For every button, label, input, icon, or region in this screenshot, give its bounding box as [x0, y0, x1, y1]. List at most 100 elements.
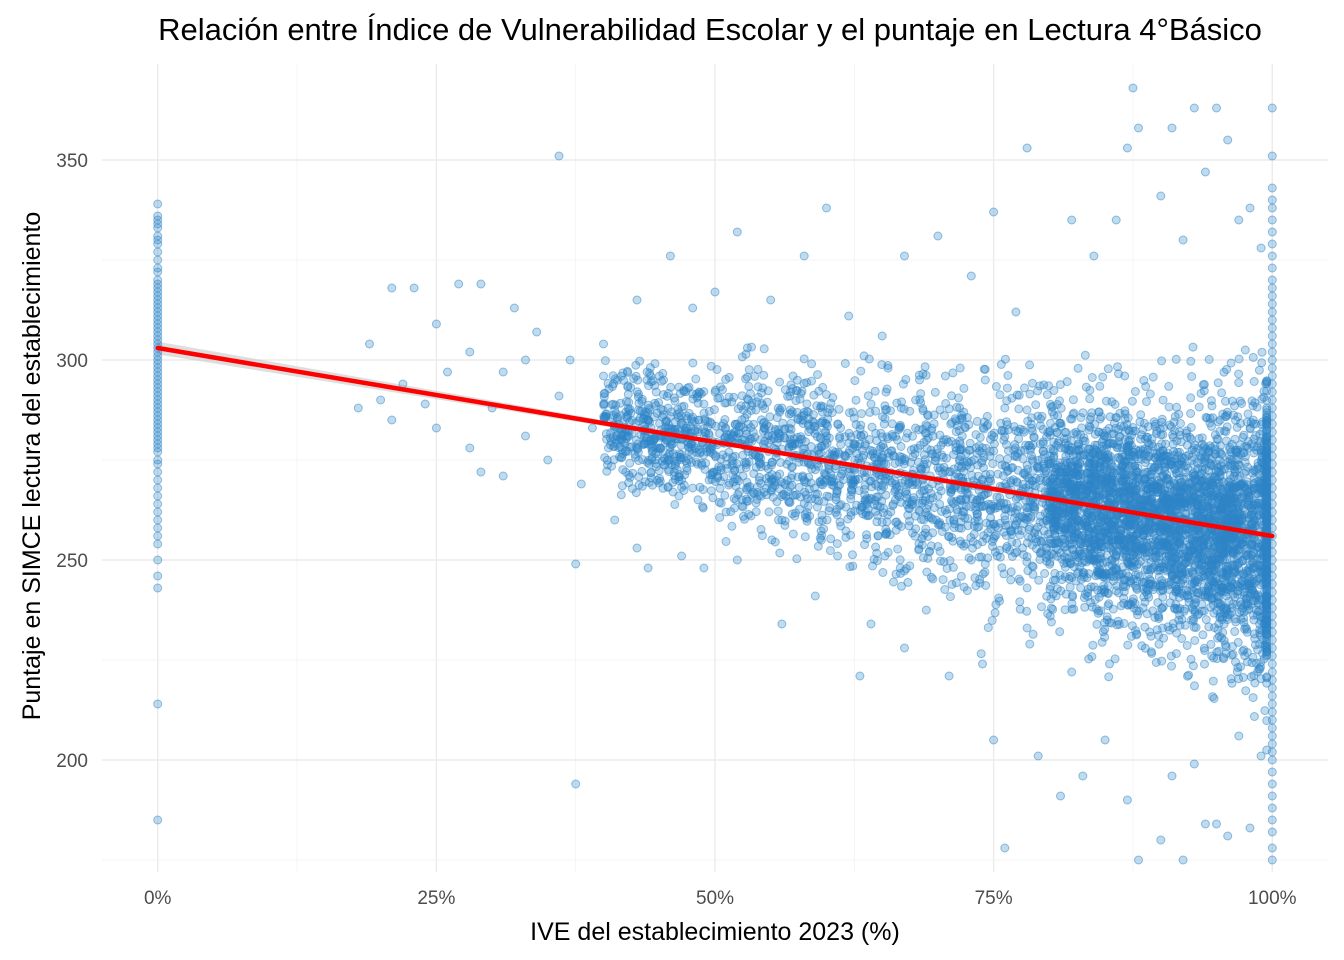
- data-point: [973, 516, 983, 526]
- data-point: [1190, 594, 1200, 604]
- data-point: [1105, 412, 1115, 422]
- data-point: [1011, 426, 1021, 436]
- data-point: [744, 381, 754, 391]
- data-point: [1003, 454, 1012, 464]
- data-point: [880, 413, 890, 423]
- data-point: [803, 501, 813, 511]
- data-point: [1250, 678, 1260, 688]
- data-point: [1267, 283, 1277, 293]
- data-point: [878, 568, 888, 577]
- data-point: [718, 450, 728, 460]
- data-point: [1010, 451, 1020, 461]
- data-point: [1038, 439, 1048, 449]
- data-point: [1046, 418, 1055, 428]
- data-point: [1262, 603, 1272, 613]
- data-point: [773, 428, 783, 438]
- data-point: [720, 398, 730, 408]
- data-point: [1060, 605, 1070, 615]
- data-point: [1248, 693, 1258, 703]
- data-point: [1257, 560, 1267, 570]
- data-point: [1221, 427, 1231, 436]
- data-point: [1256, 658, 1266, 667]
- data-point: [746, 434, 756, 444]
- data-point: [654, 478, 664, 488]
- data-point: [920, 455, 930, 465]
- data-point: [1001, 479, 1010, 489]
- data-point: [893, 490, 903, 500]
- data-point: [956, 517, 966, 527]
- data-point: [824, 464, 834, 474]
- data-point: [1267, 723, 1277, 733]
- data-point: [836, 440, 846, 450]
- data-point: [928, 574, 938, 584]
- data-point: [1243, 565, 1253, 575]
- data-point: [1267, 103, 1277, 113]
- data-point: [1234, 354, 1244, 364]
- data-point: [1267, 227, 1277, 237]
- data-point: [1010, 440, 1020, 449]
- data-point: [848, 550, 857, 560]
- data-point: [1028, 629, 1038, 639]
- data-point: [1267, 355, 1277, 365]
- data-point: [655, 443, 665, 453]
- data-point: [872, 556, 882, 566]
- data-point: [960, 423, 970, 433]
- data-point: [1022, 583, 1032, 593]
- data-point: [1105, 659, 1114, 669]
- data-point: [877, 360, 887, 370]
- data-point: [1182, 641, 1192, 650]
- data-point: [1267, 731, 1277, 741]
- data-point: [1194, 402, 1204, 412]
- data-point: [1249, 610, 1258, 620]
- data-point: [153, 475, 163, 485]
- data-point: [1031, 534, 1041, 544]
- data-point: [823, 408, 833, 418]
- data-point: [1253, 667, 1263, 676]
- data-point: [1232, 422, 1242, 432]
- data-point: [847, 487, 857, 496]
- data-point: [646, 377, 656, 387]
- data-point: [1028, 569, 1038, 579]
- data-point: [153, 491, 163, 501]
- data-point: [846, 507, 856, 517]
- data-point: [923, 553, 933, 563]
- data-point: [1151, 658, 1161, 667]
- data-point: [600, 356, 610, 366]
- data-point: [620, 438, 630, 448]
- data-point: [871, 428, 881, 438]
- data-point: [775, 548, 785, 558]
- data-point: [1068, 395, 1078, 405]
- data-point: [845, 562, 855, 572]
- data-point: [775, 469, 785, 479]
- data-point: [1267, 815, 1277, 825]
- data-point: [1006, 575, 1016, 585]
- data-point: [805, 459, 815, 469]
- data-point: [1120, 414, 1130, 424]
- data-point: [1010, 508, 1020, 518]
- data-point: [1259, 392, 1269, 402]
- data-point: [1088, 640, 1098, 650]
- data-point: [634, 472, 644, 482]
- data-point: [1120, 427, 1130, 437]
- data-point: [917, 486, 927, 496]
- data-point: [1219, 636, 1229, 645]
- data-point: [1002, 542, 1012, 551]
- data-point: [1186, 654, 1196, 664]
- data-point: [898, 379, 908, 389]
- data-point: [757, 531, 767, 541]
- data-point: [987, 430, 997, 440]
- data-point: [802, 399, 812, 409]
- data-point: [1267, 755, 1277, 765]
- data-point: [1045, 399, 1055, 409]
- data-point: [932, 449, 942, 458]
- data-point: [727, 397, 737, 407]
- data-point: [1267, 331, 1277, 341]
- data-point: [710, 477, 720, 486]
- data-point: [1262, 470, 1272, 480]
- data-point: [1267, 363, 1277, 373]
- data-point: [979, 490, 989, 500]
- data-point: [959, 383, 969, 393]
- data-point: [1167, 661, 1176, 671]
- data-point: [153, 255, 163, 265]
- data-point: [881, 490, 891, 500]
